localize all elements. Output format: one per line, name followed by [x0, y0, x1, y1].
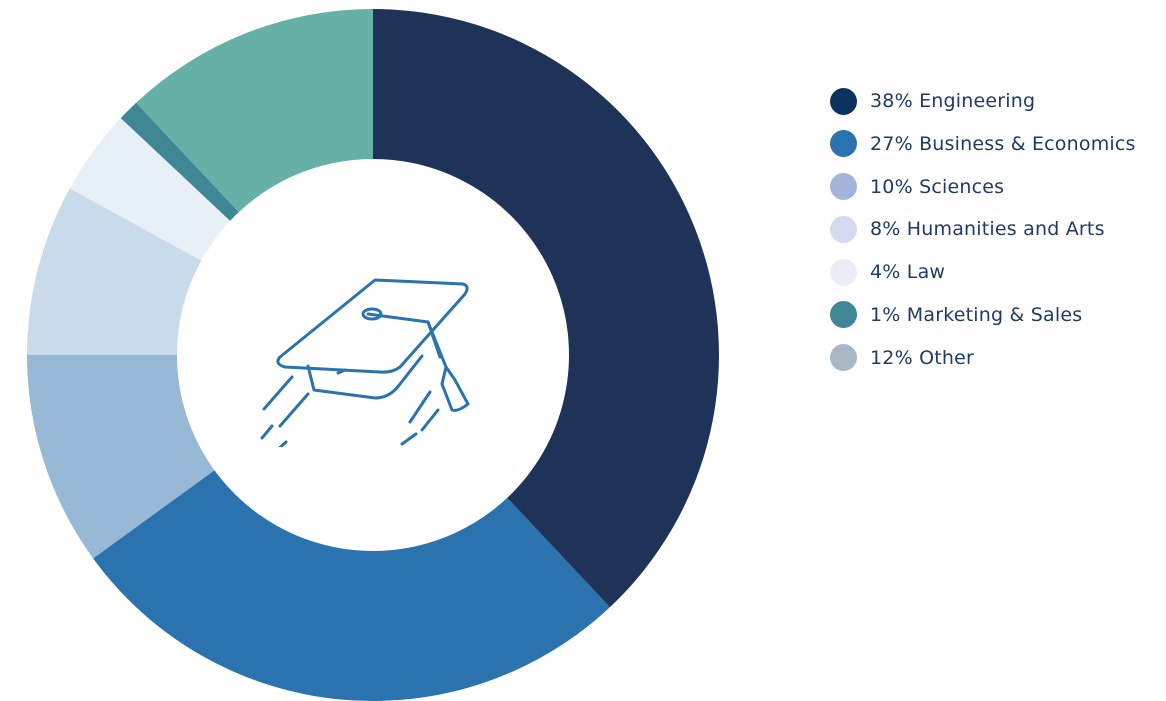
donut-slice-1 [93, 470, 610, 701]
legend-label: 27% Business & Economics [870, 132, 1136, 155]
legend-label: 38% Engineering [870, 90, 1036, 112]
legend-swatch [830, 173, 857, 201]
legend-item-6: 12% Other [830, 344, 1136, 372]
donut-slice-2 [27, 355, 215, 559]
legend-label: 10% Sciences [870, 175, 1005, 198]
legend-swatch [830, 258, 857, 286]
legend-label: 4% Law [870, 261, 946, 284]
legend-swatch [830, 130, 857, 158]
legend-swatch [830, 215, 857, 243]
legend-label: 1% Marketing & Sales [870, 303, 1083, 326]
legend-item-3: 8% Humanities and Arts [830, 215, 1136, 243]
legend-label: 12% Other [870, 346, 975, 369]
graduation-cap-icon [260, 278, 470, 447]
legend-label: 8% Humanities and Arts [870, 218, 1105, 241]
legend-item-4: 4% Law [830, 258, 1136, 286]
donut-chart [27, 9, 719, 701]
legend-swatch [830, 301, 857, 329]
legend-item-5: 1% Marketing & Sales [830, 301, 1136, 329]
legend-swatch [830, 344, 857, 372]
donut-slice-3 [27, 188, 202, 355]
chart-legend: 38% Engineering 27% Business & Economics 1… [830, 87, 1136, 388]
donut-slice-4 [69, 118, 231, 261]
donut-slice-6 [136, 9, 373, 213]
legend-item-2: 10% Sciences [830, 173, 1136, 201]
legend-item-1: 27% Business & Economics [830, 130, 1136, 158]
donut-slice-0 [373, 9, 719, 608]
legend-item-0: 38% Engineering [830, 87, 1136, 115]
donut-slice-5 [120, 102, 239, 221]
legend-swatch [830, 87, 857, 115]
